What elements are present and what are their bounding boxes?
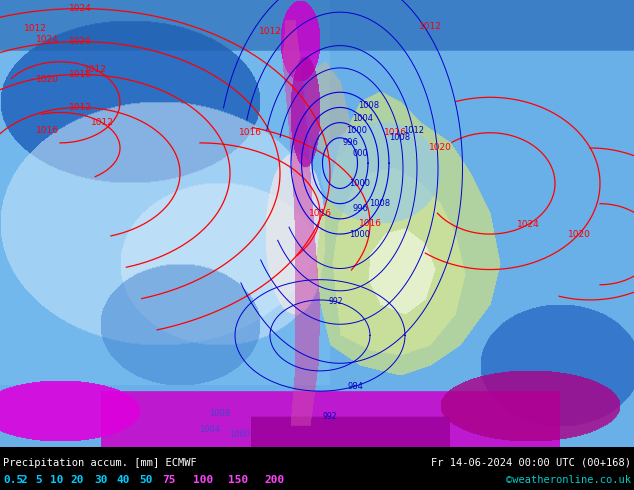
Text: 30: 30 <box>94 475 108 485</box>
Text: ©weatheronline.co.uk: ©weatheronline.co.uk <box>506 475 631 485</box>
Text: 2: 2 <box>20 475 27 485</box>
Text: 5: 5 <box>35 475 42 485</box>
Text: 1000: 1000 <box>349 179 370 188</box>
Text: 200: 200 <box>264 475 284 485</box>
Text: 0.5: 0.5 <box>3 475 23 485</box>
Text: 75: 75 <box>162 475 176 485</box>
Text: 1012: 1012 <box>91 119 114 127</box>
Text: 150: 150 <box>228 475 249 485</box>
Text: 1000: 1000 <box>349 230 370 239</box>
Text: 1020: 1020 <box>567 229 590 239</box>
Text: 1000: 1000 <box>346 126 367 135</box>
Text: 1012: 1012 <box>418 22 441 31</box>
Text: 1024: 1024 <box>68 4 91 13</box>
Text: 1008: 1008 <box>209 410 231 418</box>
Text: 1016: 1016 <box>358 220 382 228</box>
Text: 1016: 1016 <box>36 126 58 135</box>
Text: 1004: 1004 <box>352 114 373 122</box>
Text: 1024: 1024 <box>517 220 540 229</box>
Text: 50: 50 <box>139 475 153 485</box>
Text: 996: 996 <box>342 138 358 147</box>
Text: 1020: 1020 <box>429 144 451 152</box>
Text: 1004: 1004 <box>200 425 221 434</box>
Text: 1020: 1020 <box>36 75 58 84</box>
Text: 20: 20 <box>70 475 84 485</box>
Text: 1012: 1012 <box>259 27 281 36</box>
Text: 1016: 1016 <box>238 128 261 137</box>
Text: 1012: 1012 <box>68 103 91 112</box>
Text: Fr 14-06-2024 00:00 UTC (00+168): Fr 14-06-2024 00:00 UTC (00+168) <box>431 458 631 467</box>
Text: 984: 984 <box>347 382 363 391</box>
Text: 992: 992 <box>328 297 343 306</box>
Text: 40: 40 <box>116 475 129 485</box>
Text: 000: 000 <box>352 148 368 157</box>
Text: 1016: 1016 <box>384 128 406 137</box>
Text: 1012: 1012 <box>84 65 107 74</box>
Text: 1024: 1024 <box>36 35 58 44</box>
Text: 996: 996 <box>352 204 368 213</box>
Text: 1016: 1016 <box>68 70 91 79</box>
Text: 1016: 1016 <box>309 209 332 219</box>
Text: 1008: 1008 <box>370 199 391 208</box>
Text: 1000: 1000 <box>230 430 250 439</box>
Text: 1008: 1008 <box>358 101 379 110</box>
Text: 100: 100 <box>193 475 213 485</box>
Text: 1008: 1008 <box>389 133 410 142</box>
Text: 10: 10 <box>50 475 63 485</box>
Text: 1012: 1012 <box>23 24 46 33</box>
Text: 1012: 1012 <box>403 126 424 135</box>
Text: 1020: 1020 <box>68 37 91 46</box>
Text: 992: 992 <box>323 412 337 421</box>
Text: Precipitation accum. [mm] ECMWF: Precipitation accum. [mm] ECMWF <box>3 458 197 467</box>
